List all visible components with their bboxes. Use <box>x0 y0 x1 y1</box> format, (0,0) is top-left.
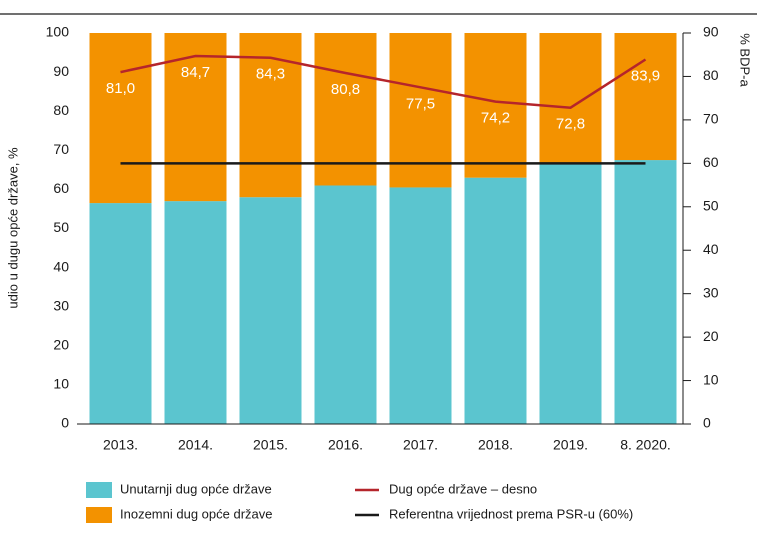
data-label: 72,8 <box>556 116 585 133</box>
data-label: 74,2 <box>481 110 510 127</box>
y-tick-label: 70 <box>53 141 69 157</box>
y-tick-label: 30 <box>53 297 69 313</box>
bar-segment <box>164 33 227 202</box>
legend-label: Dug opće države – desno <box>389 481 537 496</box>
line-series <box>120 54 647 110</box>
y-tick-label: 40 <box>53 258 69 274</box>
y2-tick-label: 60 <box>703 154 719 170</box>
data-label: 77,5 <box>406 95 435 112</box>
x-tick-label: 2017. <box>403 437 438 453</box>
bar-segment <box>464 177 527 424</box>
data-label: 84,3 <box>256 66 285 83</box>
bar-segment <box>314 185 377 424</box>
x-tick-label: 8. 2020. <box>620 437 671 453</box>
y-tick-label: 60 <box>53 180 69 196</box>
y2-tick-label: 50 <box>703 197 719 213</box>
y2-tick-label: 80 <box>703 67 719 83</box>
legend-swatch <box>86 482 112 498</box>
bar-segment <box>539 163 602 425</box>
bar-segment <box>539 33 602 164</box>
y-axis-label: udio u dugu opće države, % <box>5 147 20 309</box>
y2-tick-label: 70 <box>703 111 719 127</box>
y-tick-label: 0 <box>61 415 69 431</box>
bar-segment <box>239 197 302 424</box>
bar-segment <box>239 33 302 198</box>
y-tick-label: 50 <box>53 219 69 235</box>
y2-tick-label: 0 <box>703 415 711 431</box>
bar-segment <box>89 203 152 424</box>
bar-segment <box>389 187 452 424</box>
data-label: 80,8 <box>331 81 360 98</box>
data-label: 81,0 <box>106 80 135 97</box>
bar-segment <box>314 33 377 186</box>
data-label: 83,9 <box>631 67 660 84</box>
bar-segment <box>164 201 227 424</box>
x-tick-label: 2013. <box>103 437 138 453</box>
bar-segment <box>614 160 677 424</box>
legend-label: Unutarnji dug opće države <box>120 481 272 496</box>
x-tick-label: 2014. <box>178 437 213 453</box>
bar-segment <box>464 33 527 178</box>
x-tick-label: 2018. <box>478 437 513 453</box>
y2-tick-label: 90 <box>703 24 719 40</box>
x-tick-label: 2015. <box>253 437 288 453</box>
legend-label: Referentna vrijednost prema PSR-u (60%) <box>389 506 633 521</box>
y-tick-label: 90 <box>53 63 69 79</box>
legend-label: Inozemni dug opće države <box>120 506 272 521</box>
x-tick-label: 2019. <box>553 437 588 453</box>
y-tick-label: 100 <box>46 24 70 40</box>
bar-segment <box>389 33 452 188</box>
x-tick-label: 2016. <box>328 437 363 453</box>
y2-tick-label: 40 <box>703 241 719 257</box>
y-tick-label: 20 <box>53 337 69 353</box>
y-tick-label: 80 <box>53 102 69 118</box>
legend-swatch <box>86 507 112 523</box>
y-tick-label: 10 <box>53 376 69 392</box>
bar-segment <box>89 33 152 204</box>
data-label: 84,7 <box>181 64 210 81</box>
bar-segment <box>614 33 677 161</box>
y2-axis-label: % BDP-a <box>738 33 753 87</box>
y2-tick-label: 20 <box>703 328 719 344</box>
y2-tick-label: 30 <box>703 284 719 300</box>
y2-tick-label: 10 <box>703 371 719 387</box>
